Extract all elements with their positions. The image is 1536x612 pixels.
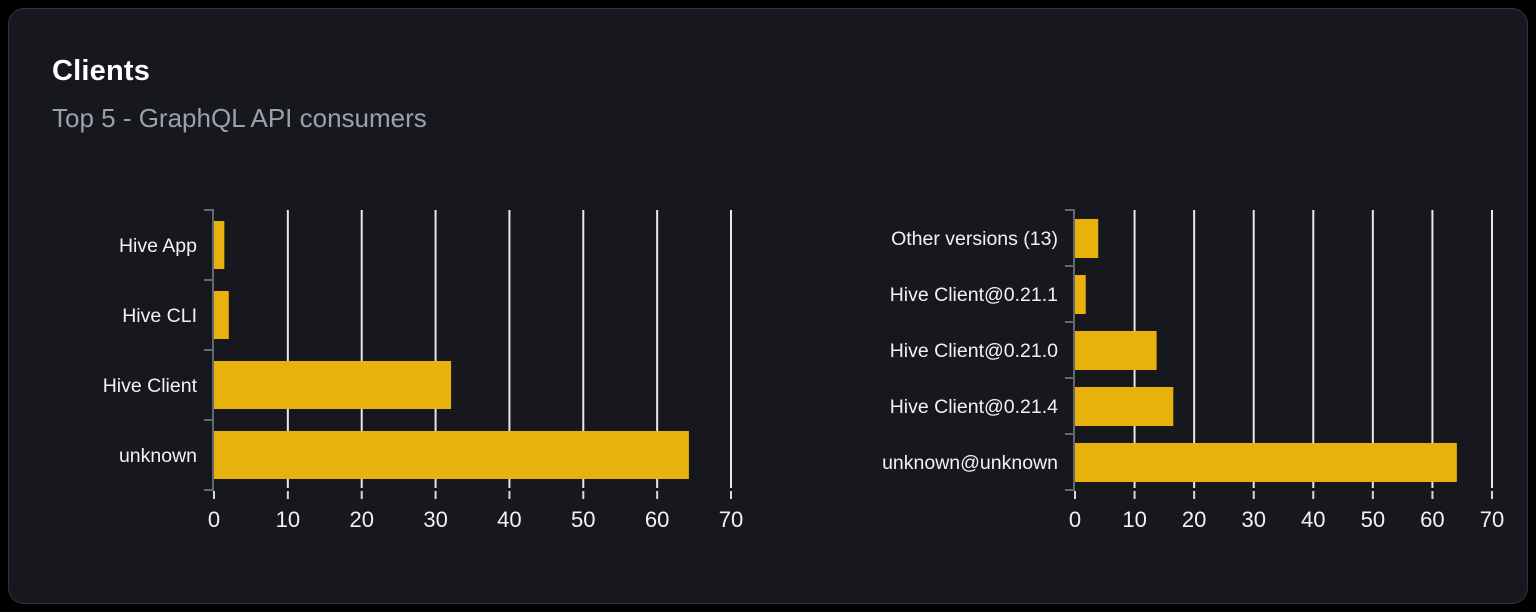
x-tick-label: 50 [571, 507, 595, 532]
x-tick-label: 20 [1182, 507, 1206, 532]
x-tick-label: 10 [276, 507, 300, 532]
x-tick-label: 20 [349, 507, 373, 532]
category-label-hive-client-0-21-4: Hive Client@0.21.4 [890, 396, 1058, 418]
category-label-hive-client: Hive Client [103, 375, 198, 397]
category-label-hive-client-0-21-1: Hive Client@0.21.1 [890, 284, 1058, 306]
category-label-other-versions-13-: Other versions (13) [891, 228, 1058, 250]
bar-unknown-unknown[interactable] [1075, 443, 1457, 482]
x-tick-label: 40 [1301, 507, 1325, 532]
card-subtitle: Top 5 - GraphQL API consumers [52, 103, 427, 133]
bar-hive-client-0-21-4[interactable] [1075, 387, 1174, 426]
bar-hive-cli[interactable] [214, 291, 229, 339]
bar-hive-app[interactable] [214, 221, 225, 269]
category-label-unknown: unknown [119, 445, 197, 467]
x-tick-label: 30 [423, 507, 447, 532]
bar-unknown[interactable] [214, 431, 689, 479]
bar-other-versions-13-[interactable] [1075, 219, 1099, 258]
x-tick-label: 0 [208, 507, 220, 532]
x-tick-label: 10 [1122, 507, 1146, 532]
x-tick-label: 60 [645, 507, 669, 532]
x-tick-label: 0 [1069, 507, 1081, 532]
bar-hive-client[interactable] [214, 361, 452, 409]
category-label-unknown-unknown: unknown@unknown [882, 452, 1058, 474]
x-tick-label: 40 [497, 507, 521, 532]
bar-hive-client-0-21-1[interactable] [1075, 275, 1086, 314]
x-tick-label: 50 [1361, 507, 1385, 532]
clients-card: Clients Top 5 - GraphQL API consumers [8, 8, 1528, 604]
bar-hive-client-0-21-0[interactable] [1075, 331, 1157, 370]
category-label-hive-client-0-21-0: Hive Client@0.21.0 [890, 340, 1058, 362]
category-label-hive-app: Hive App [119, 235, 197, 257]
x-tick-label: 70 [1480, 507, 1504, 532]
x-tick-label: 60 [1420, 507, 1444, 532]
x-tick-label: 70 [719, 507, 743, 532]
card-title: Clients [52, 55, 151, 87]
category-label-hive-cli: Hive CLI [122, 305, 197, 327]
x-tick-label: 30 [1241, 507, 1265, 532]
